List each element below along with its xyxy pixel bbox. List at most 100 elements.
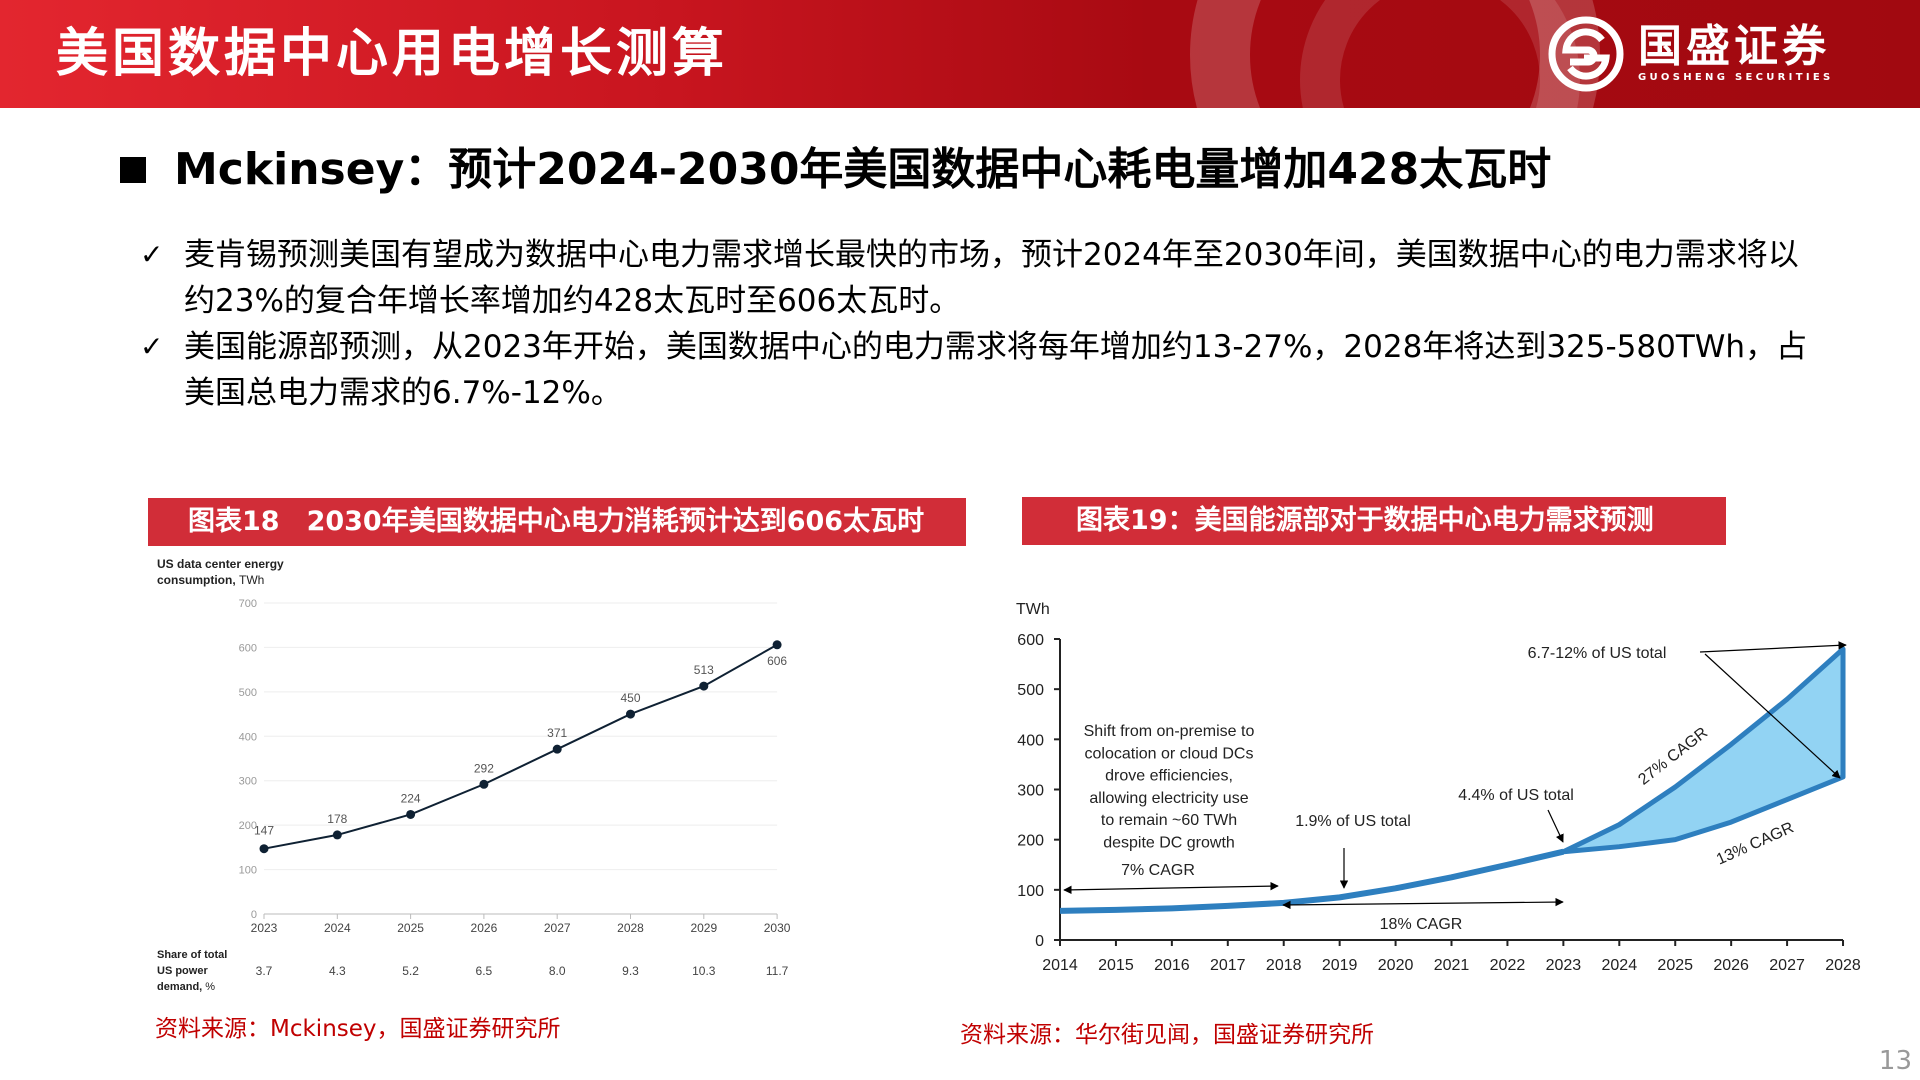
checkmark-icon: ✓ [140,238,164,271]
x-tick-label: 2024 [1602,957,1638,974]
figure-18-title: 图表18 2030年美国数据中心电力消耗预计达到606太瓦时 [148,498,966,546]
data-label: 224 [401,791,421,805]
data-point [406,809,416,819]
annotation-text: colocation or cloud DCs [1085,745,1254,762]
y-tick-label: 600 [239,642,257,654]
share-value: 10.3 [692,964,716,978]
y-tick-label: 200 [239,820,257,832]
y-tick-label: 0 [1035,933,1044,950]
y-tick-label: 300 [1017,783,1044,800]
data-label: 606 [767,654,787,668]
y-tick-label: 500 [239,687,257,699]
x-tick-label: 2026 [471,921,498,935]
checkmark-icon: ✓ [140,330,164,363]
data-label: 292 [474,761,494,775]
header-banner: 美国数据中心用电增长测算 国盛证券 GUOSHENG SECURITIES [0,0,1920,108]
x-tick-label: 2030 [764,921,791,935]
pointer-arrow [1547,809,1564,843]
y-tick-label: 100 [239,865,257,877]
annotation-text: to remain ~60 TWh [1101,812,1237,829]
doe-area-chart: TWh 0 100 200 300 400 500 600 2014 2015 2016 2017 2… [1016,601,1861,974]
x-tick-label: 2027 [1769,957,1805,974]
x-tick-label: 2015 [1098,957,1134,974]
square-bullet-icon [120,157,146,183]
annotation-text: 4.4% of US total [1458,787,1574,804]
data-point [626,709,635,719]
historical-line [1059,848,1565,914]
share-label: demand, % [157,981,215,993]
logo-english-name: GUOSHENG SECURITIES [1638,72,1834,83]
bullet-item: ✓ 美国能源部预测，从2023年开始，美国数据中心的电力需求将每年增加约13-2… [140,324,1820,416]
data-points: 147 178 224 292 371 450 513 606 [254,640,787,854]
data-label: 147 [254,824,274,838]
data-label: 178 [327,812,347,826]
share-value: 11.7 [766,964,789,978]
share-value: 9.3 [622,964,639,978]
figure-18-source: 资料来源：Mckinsey，国盛证券研究所 [155,1016,561,1042]
share-label: US power [157,965,208,977]
x-tick-label: 2017 [1210,957,1246,974]
x-tick-label: 2025 [397,921,424,935]
x-tick-label: 2021 [1434,957,1470,974]
data-label: 450 [620,691,640,705]
share-value: 5.2 [402,964,419,978]
page-title: 美国数据中心用电增长测算 [56,23,729,84]
x-tick-label: 2023 [1546,957,1582,974]
data-label: 513 [694,663,714,677]
figure-19-source: 资料来源：华尔街见闻，国盛证券研究所 [960,1022,1374,1048]
y-tick-label: 400 [1017,732,1044,749]
x-tick-label: 2020 [1378,957,1414,974]
annotation-text: 1.9% of US total [1295,813,1411,830]
x-tick-label: 2029 [690,921,717,935]
x-tick-label: 2022 [1490,957,1526,974]
annotation-text: Shift from on-premise to [1084,723,1255,740]
share-value: 3.7 [256,964,273,978]
y-tick-label: 100 [1017,883,1044,900]
y-tick-label: 200 [1017,833,1044,850]
company-logo: 国盛证券 GUOSHENG SECURITIES [1548,16,1834,92]
x-tick-label: 2028 [617,921,644,935]
annotation-text: 7% CAGR [1121,862,1195,879]
annotation-text: allowing electricity use [1089,790,1248,807]
section-headline: Mckinsey：预计2024-2030年美国数据中心耗电量增加428太瓦时 [120,140,1551,200]
data-point [772,640,782,650]
pointer-arrow [1704,653,1841,779]
bullet-text: 麦肯锡预测美国有望成为数据中心电力需求增长最快的市场，预计2024年至2030年… [184,237,1799,319]
data-point [699,681,709,691]
x-tick-label: 2018 [1266,957,1302,974]
guosheng-logo-icon [1548,16,1624,92]
data-point [552,744,562,754]
annotation-text: 6.7-12% of US total [1528,645,1667,662]
y-tick-label: 700 [239,598,257,610]
y-tick-label: 400 [239,731,257,743]
page-number: 13 [1878,1046,1912,1076]
chart-axes: 0 100 200 300 400 500 600 2014 2015 2016 2017 2018 2… [1017,632,1861,974]
data-point [259,844,269,854]
chart-title-line2: consumption, TWh [157,573,264,587]
figure-19-title: 图表19：美国能源部对于数据中心电力需求预测 [1022,497,1726,545]
annotation-text: drove efficiencies, [1105,768,1233,785]
range-arrow [1282,897,1564,910]
chart-title-line1: US data center energy [157,557,284,571]
share-value: 6.5 [476,964,493,978]
range-arrow [1063,881,1279,895]
annotation-text: 18% CAGR [1380,916,1463,933]
bullet-text: 美国能源部预测，从2023年开始，美国数据中心的电力需求将每年增加约13-27%… [184,329,1808,411]
pointer-arrow [1699,641,1847,653]
x-tick-label: 2027 [544,921,571,935]
consumption-line [263,643,778,850]
share-label: Share of total [157,949,227,961]
share-of-demand-row: Share of total US power demand, % 3.7 4.3 5.2… [157,949,789,993]
x-tick-label: 2026 [1713,957,1749,974]
y-axis-ticks: 0 100 200 300 400 500 600 700 [239,598,257,921]
x-tick-label: 2014 [1042,957,1078,974]
bullet-list: ✓ 麦肯锡预测美国有望成为数据中心电力需求增长最快的市场，预计2024年至203… [140,232,1820,416]
data-point [332,830,342,840]
y-tick-label: 600 [1017,632,1044,649]
data-label: 371 [547,726,567,740]
bullet-item: ✓ 麦肯锡预测美国有望成为数据中心电力需求增长最快的市场，预计2024年至203… [140,232,1820,324]
y-tick-label: 500 [1017,682,1044,699]
x-tick-label: 2019 [1322,957,1358,974]
x-tick-label: 2016 [1154,957,1190,974]
x-tick-label: 2023 [251,921,278,935]
